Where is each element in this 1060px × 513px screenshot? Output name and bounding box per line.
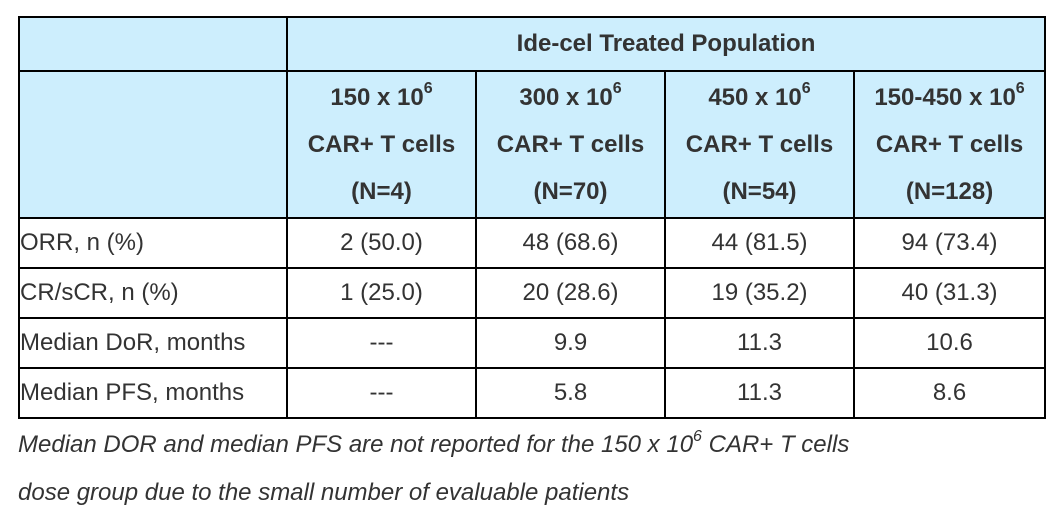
table-cell: 1 (25.0) <box>286 267 477 319</box>
table-cell: 11.3 <box>664 367 855 419</box>
row-label-cr-scr: CR/sCR, n (%) <box>18 267 288 319</box>
dose-header-450: 450 x 106 CAR+ T cells (N=54) <box>664 70 855 219</box>
table-row: CR/sCR, n (%) 1 (25.0) 20 (28.6) 19 (35.… <box>18 267 1047 319</box>
table-cell: 2 (50.0) <box>286 217 477 269</box>
table-cell: 8.6 <box>852 367 1047 419</box>
n-label: (N=128) <box>905 178 994 205</box>
table-cell: 48 (68.6) <box>475 217 666 269</box>
row-label-orr: ORR, n (%) <box>18 217 288 269</box>
dose-value: 150 x 106 <box>330 80 433 112</box>
cell-type-label: CAR+ T cells <box>875 131 1024 158</box>
cell-type-label: CAR+ T cells <box>685 131 834 158</box>
table-cell: 19 (35.2) <box>664 267 855 319</box>
row-label-median-dor: Median DoR, months <box>18 317 288 369</box>
group-header: Ide-cel Treated Population <box>285 16 1047 72</box>
row-label-median-pfs: Median PFS, months <box>18 367 288 419</box>
table-cell: 40 (31.3) <box>852 267 1047 319</box>
table-cell: 20 (28.6) <box>475 267 666 319</box>
cell-type-label: CAR+ T cells <box>496 131 645 158</box>
table-cell: 5.8 <box>475 367 666 419</box>
dose-value: 450 x 106 <box>708 80 811 112</box>
dose-value: 300 x 106 <box>519 80 622 112</box>
table-cell: 10.6 <box>852 317 1047 369</box>
dose-header-300: 300 x 106 CAR+ T cells (N=70) <box>475 70 666 219</box>
table-cell: 44 (81.5) <box>664 217 855 269</box>
table-cell: 94 (73.4) <box>852 217 1047 269</box>
group-header-row: Ide-cel Treated Population <box>18 16 1047 72</box>
n-label: (N=54) <box>722 178 797 205</box>
table-cell: --- <box>286 317 477 369</box>
dose-value: 150-450 x 106 <box>874 80 1025 112</box>
footnote-line-1: Median DOR and median PFS are not report… <box>18 428 850 459</box>
table-row: Median PFS, months --- 5.8 11.3 8.6 <box>18 367 1047 419</box>
table-row: ORR, n (%) 2 (50.0) 48 (68.6) 44 (81.5) … <box>18 217 1047 269</box>
results-table: Ide-cel Treated Population 150 x 106 CAR… <box>18 16 1047 419</box>
table-cell: 9.9 <box>475 317 666 369</box>
dose-header-150: 150 x 106 CAR+ T cells (N=4) <box>286 70 477 219</box>
corner-cell <box>18 16 288 72</box>
n-label: (N=70) <box>533 178 608 205</box>
table-row: Median DoR, months --- 9.9 11.3 10.6 <box>18 317 1047 369</box>
table-cell: --- <box>286 367 477 419</box>
n-label: (N=4) <box>351 178 412 205</box>
dose-header-row: 150 x 106 CAR+ T cells (N=4) 300 x 106 C… <box>18 70 1047 219</box>
footnote-line-2: dose group due to the small number of ev… <box>18 479 630 506</box>
dose-header-150-450: 150-450 x 106 CAR+ T cells (N=128) <box>852 70 1047 219</box>
row-label-header <box>18 70 288 219</box>
table-cell: 11.3 <box>664 317 855 369</box>
cell-type-label: CAR+ T cells <box>307 131 456 158</box>
